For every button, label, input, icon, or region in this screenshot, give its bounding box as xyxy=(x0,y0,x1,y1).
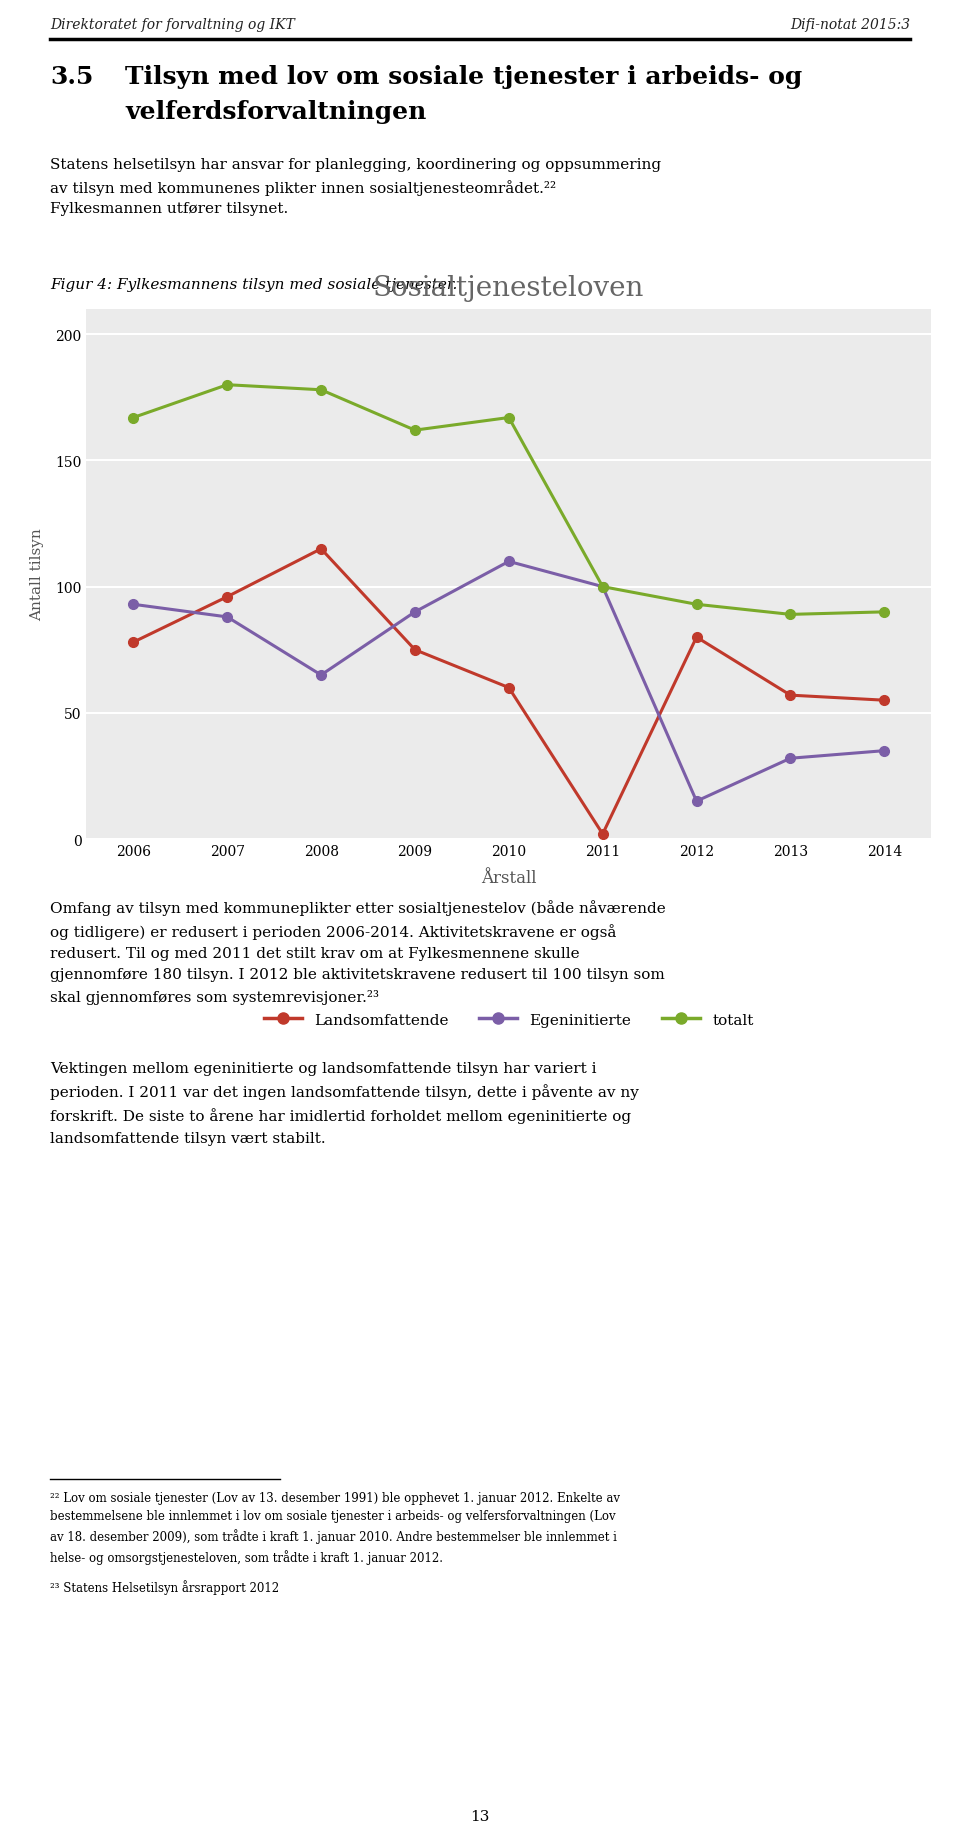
Text: Statens helsetilsyn har ansvar for planlegging, koordinering og oppsummering
av : Statens helsetilsyn har ansvar for planl… xyxy=(50,158,661,215)
Text: Tilsyn med lov om sosiale tjenester i arbeids- og: Tilsyn med lov om sosiale tjenester i ar… xyxy=(125,64,803,88)
Legend: Landsomfattende, Egeninitierte, totalt: Landsomfattende, Egeninitierte, totalt xyxy=(257,1008,760,1034)
Text: ²³ Statens Helsetilsyn årsrapport 2012: ²³ Statens Helsetilsyn årsrapport 2012 xyxy=(50,1580,279,1594)
Text: 3.5: 3.5 xyxy=(50,64,93,88)
Text: Vektingen mellom egeninitierte og landsomfattende tilsyn har variert i
perioden.: Vektingen mellom egeninitierte og landso… xyxy=(50,1061,638,1146)
Y-axis label: Antall tilsyn: Antall tilsyn xyxy=(30,528,44,622)
Text: Omfang av tilsyn med kommuneplikter etter sosialtjenestelov (både nåværende
og t: Omfang av tilsyn med kommuneplikter ette… xyxy=(50,899,665,1004)
Text: Direktoratet for forvaltning og IKT: Direktoratet for forvaltning og IKT xyxy=(50,18,295,31)
Text: 13: 13 xyxy=(470,1810,490,1822)
Text: Difi-notat 2015:3: Difi-notat 2015:3 xyxy=(790,18,910,31)
Text: ²² Lov om sosiale tjenester (Lov av 13. desember 1991) ble opphevet 1. januar 20: ²² Lov om sosiale tjenester (Lov av 13. … xyxy=(50,1491,620,1563)
Text: Figur 4: Fylkesmannens tilsyn med sosiale tjenester.: Figur 4: Fylkesmannens tilsyn med sosial… xyxy=(50,278,457,292)
X-axis label: Årstall: Årstall xyxy=(481,870,537,886)
Text: velferdsforvaltningen: velferdsforvaltningen xyxy=(125,99,426,123)
Title: Sosialtjenesteloven: Sosialtjenesteloven xyxy=(373,276,644,302)
